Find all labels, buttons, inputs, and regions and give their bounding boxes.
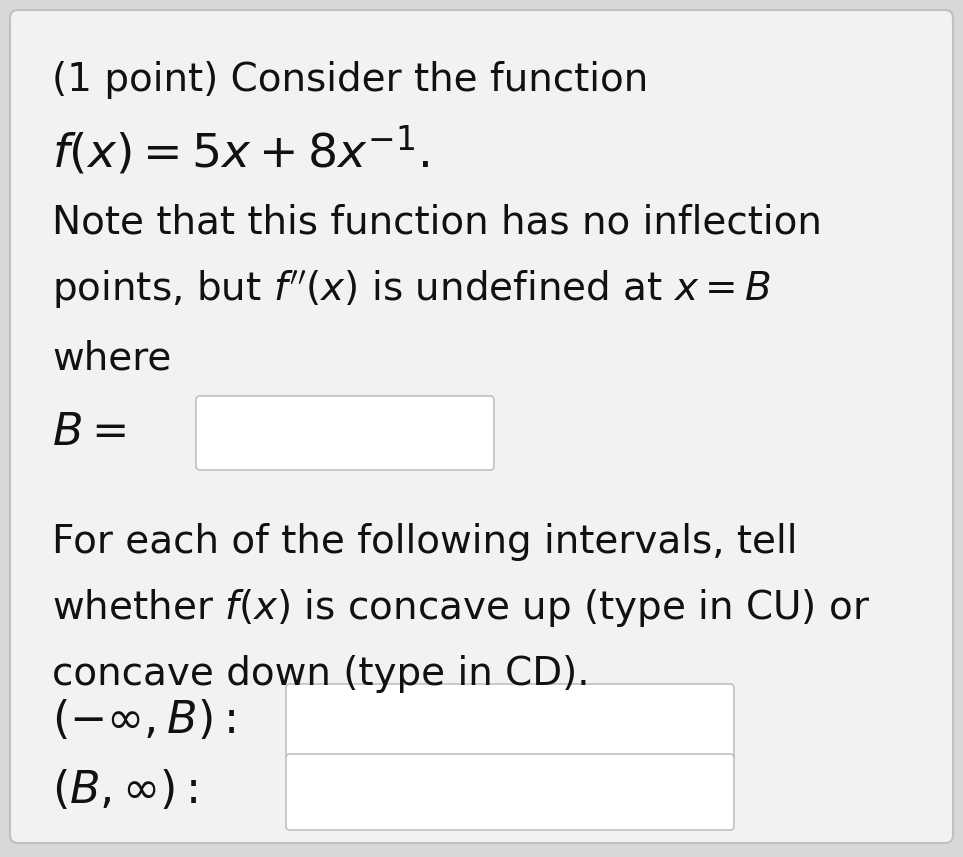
- Text: For each of the following intervals, tell: For each of the following intervals, tel…: [52, 523, 797, 561]
- Text: where: where: [52, 339, 171, 377]
- FancyBboxPatch shape: [286, 684, 734, 760]
- FancyBboxPatch shape: [10, 10, 953, 843]
- Text: $(B, \infty):$: $(B, \infty):$: [52, 768, 197, 812]
- Text: concave down (type in CD).: concave down (type in CD).: [52, 655, 589, 693]
- FancyBboxPatch shape: [196, 396, 494, 470]
- FancyBboxPatch shape: [286, 754, 734, 830]
- Text: $(-\infty, B):$: $(-\infty, B):$: [52, 698, 235, 742]
- Text: points, but $f''(x)$ is undefined at $x = B$: points, but $f''(x)$ is undefined at $x …: [52, 269, 771, 311]
- Text: Note that this function has no inflection: Note that this function has no inflectio…: [52, 203, 821, 241]
- Text: $B =$: $B =$: [52, 411, 126, 453]
- Text: (1 point) Consider the function: (1 point) Consider the function: [52, 61, 648, 99]
- Text: $f(x) = 5x + 8x^{-1}.$: $f(x) = 5x + 8x^{-1}.$: [52, 123, 429, 177]
- Text: whether $f(x)$ is concave up (type in CU) or: whether $f(x)$ is concave up (type in CU…: [52, 587, 871, 629]
